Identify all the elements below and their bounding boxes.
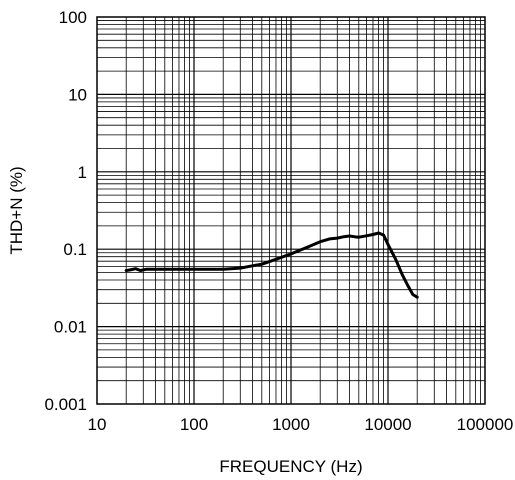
grid-lines [97,17,485,404]
y-tick-label: 1 [78,163,87,182]
x-tick-label: 100 [180,415,208,434]
x-tick-labels: 10 100 1000 10000 100000 [88,415,514,434]
x-axis-label: FREQUENCY (Hz) [219,457,362,476]
x-tick-label: 100000 [457,415,514,434]
y-tick-label: 0.001 [44,395,87,414]
y-tick-label: 0.01 [54,318,87,337]
x-tick-label: 1000 [272,415,310,434]
y-axis-label: THD+N (%) [7,166,26,254]
y-tick-label: 100 [59,8,87,27]
y-tick-label: 10 [68,85,87,104]
plot-area-border [96,16,486,405]
x-tick-label: 10000 [364,415,411,434]
series-line-thd-n [124,231,419,299]
y-tick-labels: 0.001 0.01 0.1 1 10 100 [44,8,87,414]
x-tick-label: 10 [88,415,107,434]
y-tick-label: 0.1 [63,240,87,259]
